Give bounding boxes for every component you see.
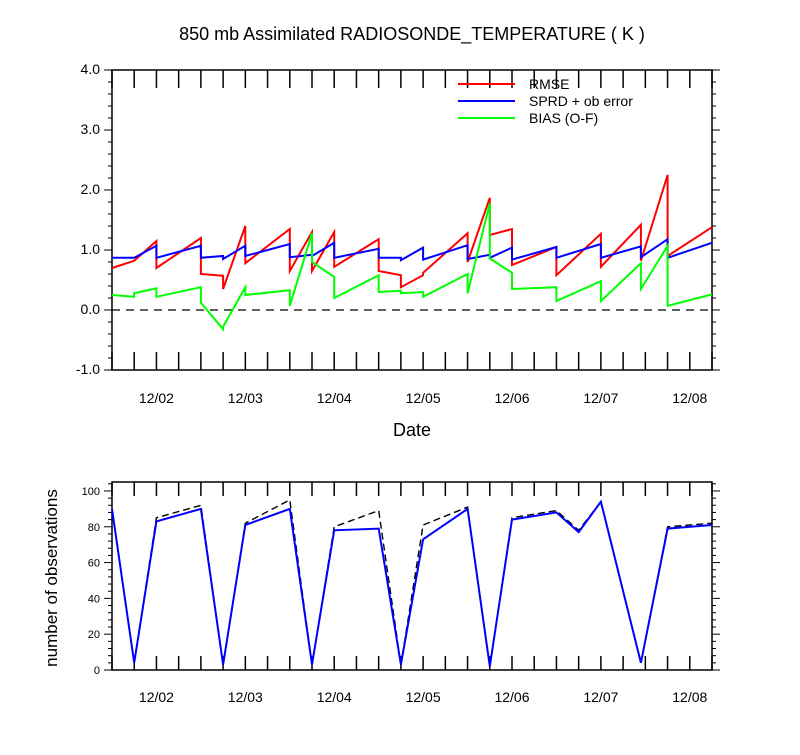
y-tick-label: 0: [94, 665, 100, 677]
x-tick-label: 12/06: [494, 689, 529, 705]
y-tick-label: 80: [88, 522, 100, 534]
y-axis-label-observations: number of observations: [42, 489, 61, 667]
series-line-rmse: [111, 174, 713, 290]
x-tick-label: 12/08: [672, 689, 707, 705]
legend-label: BIAS (O-F): [529, 110, 598, 126]
x-tick-label: 12/04: [317, 689, 352, 705]
y-tick-label: 3.0: [81, 121, 101, 137]
x-tick-label: 12/02: [139, 390, 174, 406]
x-tick-label: 12/04: [317, 390, 352, 406]
x-tick-label: 12/03: [228, 390, 263, 406]
y-tick-label: 2.0: [81, 181, 101, 197]
y-tick-label: 60: [88, 558, 100, 570]
plot-frame: [111, 481, 713, 671]
series-line-sprd-ob-error: [112, 237, 713, 262]
x-tick-label: 12/07: [583, 390, 618, 406]
x-tick-label: 12/05: [406, 390, 441, 406]
x-axis-label: Date: [393, 420, 431, 440]
y-tick-label: 1.0: [81, 241, 101, 257]
series-line-bias-o-f: [111, 202, 713, 332]
x-tick-label: 12/03: [228, 689, 263, 705]
chart-title: 850 mb Assimilated RADIOSONDE_TEMPERATUR…: [179, 24, 645, 45]
x-tick-label: 12/02: [139, 689, 174, 705]
x-tick-label: 12/06: [494, 390, 529, 406]
x-tick-label: 12/05: [406, 689, 441, 705]
legend-label: SPRD + ob error: [529, 93, 633, 109]
y-tick-label: 100: [82, 486, 100, 498]
x-tick-label: 12/07: [583, 689, 618, 705]
legend-label: RMSE: [529, 76, 569, 92]
y-tick-label: 20: [88, 629, 100, 641]
y-tick-label: 0.0: [81, 301, 101, 317]
y-tick-label: 40: [88, 593, 100, 605]
x-tick-label: 12/08: [672, 390, 707, 406]
top-plot: -1.0 0.0 1.0 2.0 3.0 4.0 12/02 12/03 12/04 12/05 1…: [76, 61, 720, 406]
y-tick-label: -1.0: [76, 361, 100, 377]
plot-frame: [111, 69, 713, 371]
y-tick-label: 4.0: [81, 61, 101, 77]
bottom-plot: 0 20 40 60 80 100 12/02 12/03 12/04 12/05 12/06 12/…: [82, 481, 720, 705]
series-line-used: [111, 499, 713, 667]
